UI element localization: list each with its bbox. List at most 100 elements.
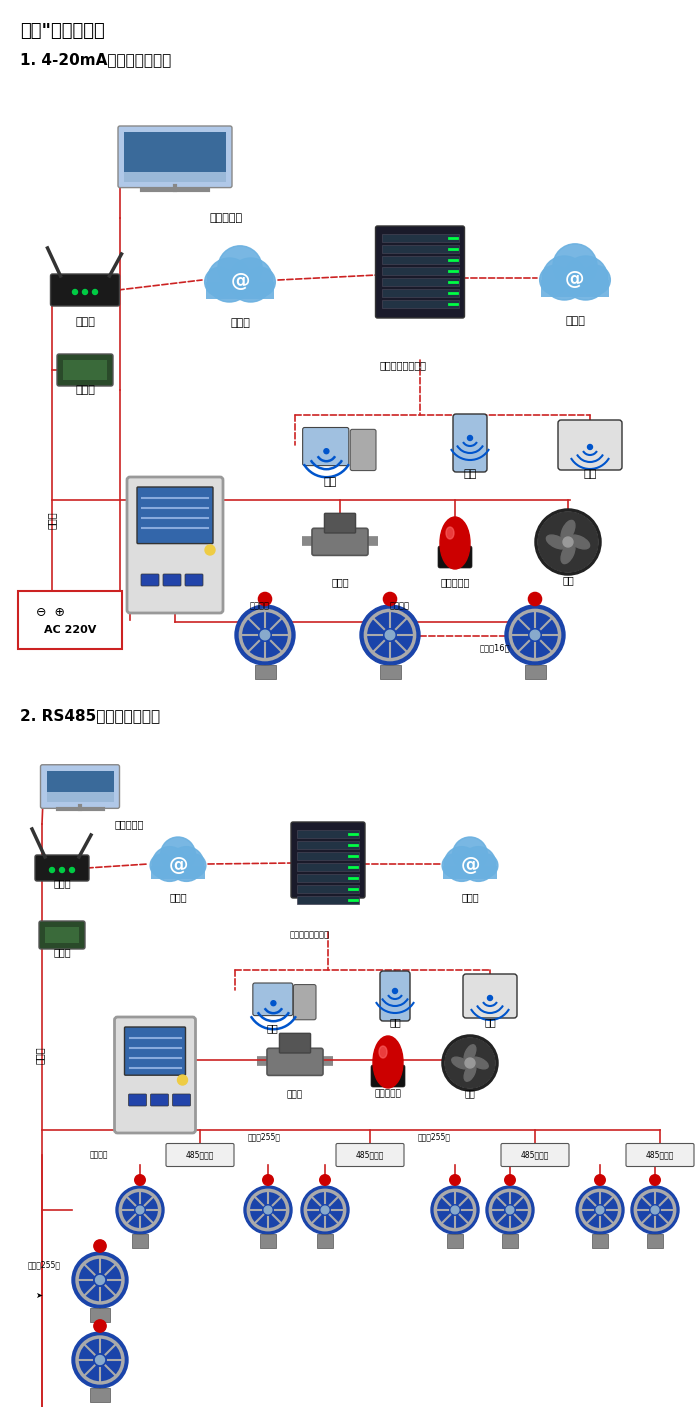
Circle shape — [384, 592, 397, 605]
FancyBboxPatch shape — [626, 1144, 694, 1166]
FancyBboxPatch shape — [253, 983, 293, 1016]
Text: 转换器: 转换器 — [75, 386, 95, 395]
Circle shape — [271, 1000, 276, 1006]
FancyBboxPatch shape — [35, 855, 89, 881]
FancyBboxPatch shape — [382, 300, 458, 308]
Circle shape — [218, 246, 262, 290]
Text: 通讯线: 通讯线 — [35, 1047, 45, 1064]
Text: 路由器: 路由器 — [53, 878, 71, 888]
Text: AC 220V: AC 220V — [44, 625, 96, 635]
Circle shape — [95, 1276, 104, 1285]
FancyBboxPatch shape — [141, 574, 159, 585]
Circle shape — [235, 605, 295, 666]
FancyBboxPatch shape — [125, 1027, 186, 1075]
Text: 可连接255台: 可连接255台 — [28, 1261, 61, 1269]
Circle shape — [73, 290, 78, 294]
Circle shape — [576, 1186, 624, 1234]
Circle shape — [260, 630, 270, 640]
FancyBboxPatch shape — [297, 830, 359, 839]
Text: 风机: 风机 — [465, 1090, 475, 1099]
Circle shape — [264, 1206, 272, 1214]
Circle shape — [83, 290, 88, 294]
Circle shape — [542, 256, 587, 300]
Circle shape — [596, 1206, 604, 1214]
Circle shape — [178, 1075, 188, 1085]
Text: 电脑: 电脑 — [323, 477, 337, 487]
FancyBboxPatch shape — [382, 279, 458, 286]
FancyBboxPatch shape — [90, 1309, 110, 1323]
Circle shape — [152, 847, 187, 881]
Circle shape — [385, 630, 395, 640]
FancyBboxPatch shape — [267, 1048, 323, 1075]
FancyBboxPatch shape — [443, 865, 497, 879]
FancyBboxPatch shape — [279, 1033, 311, 1052]
Circle shape — [92, 290, 97, 294]
FancyBboxPatch shape — [297, 885, 359, 893]
Text: ➤: ➤ — [35, 1290, 42, 1300]
FancyBboxPatch shape — [382, 288, 458, 297]
Circle shape — [136, 1206, 144, 1214]
Circle shape — [183, 854, 206, 877]
Circle shape — [486, 1186, 534, 1234]
Ellipse shape — [561, 543, 575, 564]
Circle shape — [452, 1206, 458, 1214]
Circle shape — [582, 266, 610, 294]
FancyBboxPatch shape — [255, 666, 276, 680]
Text: 电磁阀: 电磁阀 — [287, 1090, 303, 1099]
FancyBboxPatch shape — [127, 477, 223, 613]
FancyBboxPatch shape — [336, 1144, 404, 1166]
FancyBboxPatch shape — [502, 1234, 519, 1248]
Ellipse shape — [446, 528, 454, 539]
Circle shape — [528, 592, 542, 605]
FancyBboxPatch shape — [163, 574, 181, 585]
Ellipse shape — [440, 516, 470, 568]
Text: 1. 4-20mA信号连接系统图: 1. 4-20mA信号连接系统图 — [20, 52, 172, 68]
Circle shape — [505, 605, 565, 666]
Ellipse shape — [561, 521, 575, 542]
FancyBboxPatch shape — [297, 853, 359, 860]
FancyBboxPatch shape — [57, 355, 113, 386]
Text: 路由器: 路由器 — [75, 317, 95, 326]
Circle shape — [487, 996, 493, 1000]
Text: 信号输出: 信号输出 — [90, 1151, 108, 1159]
FancyBboxPatch shape — [124, 132, 226, 182]
Circle shape — [564, 256, 608, 300]
Circle shape — [461, 847, 496, 881]
Text: 互联网: 互联网 — [169, 892, 187, 902]
Text: ⊖  ⊕: ⊖ ⊕ — [36, 605, 64, 619]
Circle shape — [453, 837, 487, 872]
Text: 转换器: 转换器 — [53, 947, 71, 957]
Ellipse shape — [379, 1045, 387, 1058]
FancyBboxPatch shape — [166, 1144, 234, 1166]
FancyBboxPatch shape — [291, 822, 365, 898]
Circle shape — [442, 854, 465, 877]
FancyBboxPatch shape — [647, 1234, 664, 1248]
Text: 互联网: 互联网 — [461, 892, 479, 902]
Text: 电磁阀: 电磁阀 — [331, 577, 349, 587]
Circle shape — [468, 436, 472, 440]
Circle shape — [587, 445, 592, 449]
Circle shape — [465, 1058, 475, 1068]
FancyBboxPatch shape — [41, 765, 120, 809]
Circle shape — [134, 1175, 146, 1185]
Text: 485中继器: 485中继器 — [521, 1151, 550, 1159]
Circle shape — [324, 449, 329, 453]
FancyBboxPatch shape — [453, 414, 487, 471]
FancyBboxPatch shape — [185, 574, 203, 585]
FancyBboxPatch shape — [46, 792, 113, 802]
Text: 可连接16个: 可连接16个 — [480, 643, 510, 653]
Circle shape — [506, 1206, 514, 1214]
FancyBboxPatch shape — [302, 428, 349, 466]
Text: 风机: 风机 — [562, 575, 574, 585]
FancyBboxPatch shape — [137, 487, 213, 543]
Text: 可连接255台: 可连接255台 — [418, 1133, 451, 1141]
FancyBboxPatch shape — [115, 1017, 195, 1133]
Ellipse shape — [569, 535, 589, 549]
FancyBboxPatch shape — [63, 360, 107, 380]
FancyBboxPatch shape — [463, 974, 517, 1019]
FancyBboxPatch shape — [379, 666, 400, 680]
Text: 485中继器: 485中继器 — [646, 1151, 674, 1159]
FancyBboxPatch shape — [541, 280, 609, 297]
FancyBboxPatch shape — [172, 1095, 190, 1106]
Circle shape — [301, 1186, 349, 1234]
